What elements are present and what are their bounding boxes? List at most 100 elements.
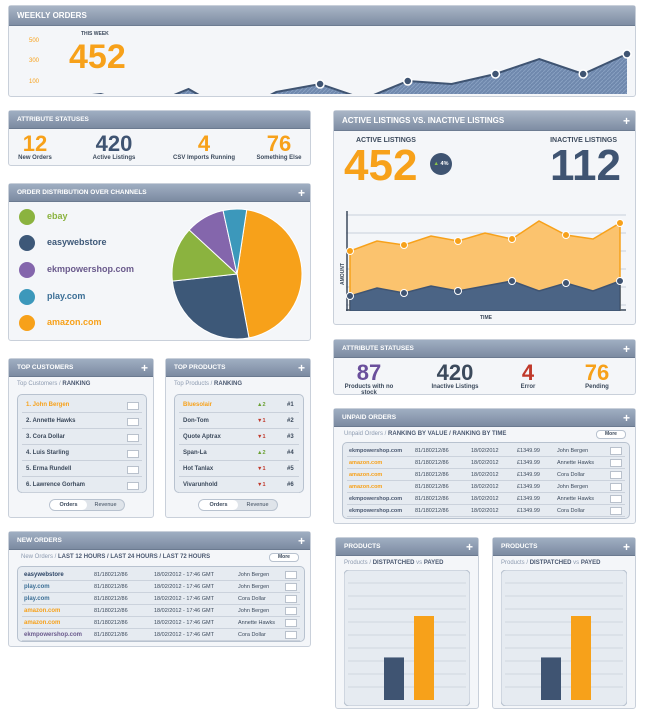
top-products-title: TOP PRODUCTS <box>174 364 226 371</box>
pie-slice-amazon.com[interactable] <box>236 209 303 339</box>
active-point[interactable] <box>616 219 624 227</box>
plus-icon[interactable]: + <box>622 342 630 356</box>
product-row[interactable]: Hot Tanlax ▼1 #5 <box>179 462 299 477</box>
sub-label: Top Customers / <box>17 381 61 387</box>
unpaid-order-row[interactable]: amazon.com 81/180212/86 18/02/2012 £1349.99… <box>347 481 625 493</box>
filter-12h[interactable]: LAST 12 HOURS / <box>58 554 109 560</box>
customer-row[interactable]: 2. Annette Hawks <box>22 414 142 429</box>
new-order-row[interactable]: amazon.com 81/180212/86 18/02/2012 - 17:46… <box>22 605 300 617</box>
envelope-icon[interactable] <box>610 459 622 467</box>
envelope-icon[interactable] <box>610 471 622 479</box>
envelope-icon[interactable] <box>285 631 297 639</box>
inactive-point[interactable] <box>454 287 462 295</box>
plus-icon[interactable]: + <box>622 411 630 425</box>
stat-value: 76 <box>584 360 610 385</box>
envelope-icon[interactable] <box>285 583 297 591</box>
products-toggle[interactable]: Orders Revenue <box>198 499 278 511</box>
product-row[interactable]: Vivarunhold ▼1 #6 <box>179 478 299 493</box>
envelope-icon[interactable] <box>285 571 297 579</box>
plus-icon[interactable]: + <box>465 540 473 554</box>
filter-72h[interactable]: LAST 72 HOURS <box>162 554 211 560</box>
sub-filter[interactable]: RANKING <box>62 381 91 387</box>
unpaid-order-row[interactable]: ekmpowershop.com 81/180212/86 18/02/2012 £1… <box>347 445 625 457</box>
customer-row[interactable]: 1. John Bergen <box>22 398 142 413</box>
inactive-point[interactable] <box>562 279 570 287</box>
product-row[interactable]: Span-La ▲2 #4 <box>179 446 299 461</box>
revenue-tab[interactable]: Revenue <box>246 502 269 508</box>
active-point[interactable] <box>346 247 354 255</box>
pie-slice-ebay[interactable] <box>171 229 239 282</box>
sub-filter[interactable]: RANKING <box>214 381 243 387</box>
envelope-icon[interactable] <box>127 450 139 458</box>
pie-slice-play.com[interactable] <box>222 208 248 275</box>
unpaid-order-row[interactable]: amazon.com 81/180212/86 18/02/2012 £1349.99… <box>347 457 625 469</box>
weekly-point[interactable] <box>578 69 588 79</box>
new-order-row[interactable]: play.com 81/180212/86 18/02/2012 - 17:46 G… <box>22 593 300 605</box>
inactive-point[interactable] <box>346 292 354 300</box>
unpaid-orders-more-button[interactable]: More <box>596 430 626 439</box>
inactive-point[interactable] <box>508 277 516 285</box>
plus-icon[interactable]: + <box>622 114 630 128</box>
customer-row[interactable]: 3. Cora Dollar <box>22 430 142 445</box>
top-products-panel: TOP PRODUCTS + Top Products / RANKING Blu… <box>165 358 311 518</box>
product-row[interactable]: Don-Tom ▼1 #2 <box>179 414 299 429</box>
bar-dispatched[interactable] <box>384 657 404 700</box>
envelope-icon[interactable] <box>127 482 139 490</box>
envelope-icon[interactable] <box>610 483 622 491</box>
active-point[interactable] <box>508 235 516 243</box>
weekly-point[interactable] <box>490 69 501 79</box>
envelope-icon[interactable] <box>610 447 622 455</box>
active-point[interactable] <box>454 237 462 245</box>
plus-icon[interactable]: + <box>297 186 305 200</box>
unpaid-order-row[interactable]: amazon.com 81/180212/86 18/02/2012 £1349.99… <box>347 469 625 481</box>
pie-slice-easywebstore[interactable] <box>171 273 250 340</box>
plus-icon[interactable]: + <box>297 361 305 375</box>
new-order-row[interactable]: easywebstore 81/180212/86 18/02/2012 - 17:… <box>22 569 300 581</box>
active-point[interactable] <box>562 231 570 239</box>
orders-tab[interactable]: Orders <box>50 500 87 510</box>
product-name: Quote Aptrax <box>183 434 221 440</box>
envelope-icon[interactable] <box>285 619 297 627</box>
weekly-point[interactable] <box>403 76 413 86</box>
envelope-icon[interactable] <box>610 507 622 515</box>
bar-payed[interactable] <box>414 616 434 700</box>
revenue-tab[interactable]: Revenue <box>94 502 117 508</box>
filter-24h[interactable]: LAST 24 HOURS / <box>110 554 162 560</box>
envelope-icon[interactable] <box>610 495 622 503</box>
active-point[interactable] <box>400 241 408 249</box>
envelope-icon[interactable] <box>127 418 139 426</box>
customers-toggle[interactable]: Orders Revenue <box>49 499 125 511</box>
top-customers-header: TOP CUSTOMERS + <box>9 359 153 377</box>
new-order-row[interactable]: amazon.com 81/180212/86 18/02/2012 - 17:46… <box>22 617 300 629</box>
customer-row[interactable]: 4. Luis Starling <box>22 446 142 461</box>
weekly-point[interactable] <box>315 79 325 89</box>
product-row[interactable]: Bluesolair ▲2 #1 <box>179 398 299 413</box>
product-rank: #3 <box>287 434 294 440</box>
inactive-point[interactable] <box>400 289 408 297</box>
product-row[interactable]: Quote Aptrax ▼1 #3 <box>179 430 299 445</box>
bar-dispatched[interactable] <box>541 657 561 700</box>
bar-payed[interactable] <box>571 616 591 700</box>
plus-icon[interactable]: + <box>140 361 148 375</box>
inactive-point[interactable] <box>616 277 624 285</box>
new-order-row[interactable]: ekmpowershop.com 81/180212/86 18/02/2012 -… <box>22 629 300 641</box>
channel-logo: play.com <box>24 584 50 590</box>
envelope-icon[interactable] <box>127 402 139 410</box>
envelope-icon[interactable] <box>285 595 297 603</box>
envelope-icon[interactable] <box>127 434 139 442</box>
plus-icon[interactable]: + <box>622 540 630 554</box>
weekly-point[interactable] <box>622 49 632 59</box>
filter-by-time[interactable]: RANKING BY TIME <box>452 431 507 437</box>
new-order-row[interactable]: play.com 81/180212/86 18/02/2012 - 17:46 G… <box>22 581 300 593</box>
customer-row[interactable]: 5. Erma Rundell <box>22 462 142 477</box>
order-id: 81/180212/86 <box>94 584 128 590</box>
envelope-icon[interactable] <box>285 607 297 615</box>
unpaid-order-row[interactable]: ekmpowershop.com 81/180212/86 18/02/2012 £1… <box>347 493 625 505</box>
orders-tab[interactable]: Orders <box>199 500 238 510</box>
filter-by-value[interactable]: RANKING BY VALUE / <box>388 431 451 437</box>
envelope-icon[interactable] <box>127 466 139 474</box>
new-orders-more-button[interactable]: More <box>269 553 299 562</box>
plus-icon[interactable]: + <box>297 534 305 548</box>
customer-row[interactable]: 6. Lawrence Gorham <box>22 478 142 493</box>
unpaid-order-row[interactable]: ekmpowershop.com 81/180212/86 18/02/2012 £1… <box>347 505 625 517</box>
